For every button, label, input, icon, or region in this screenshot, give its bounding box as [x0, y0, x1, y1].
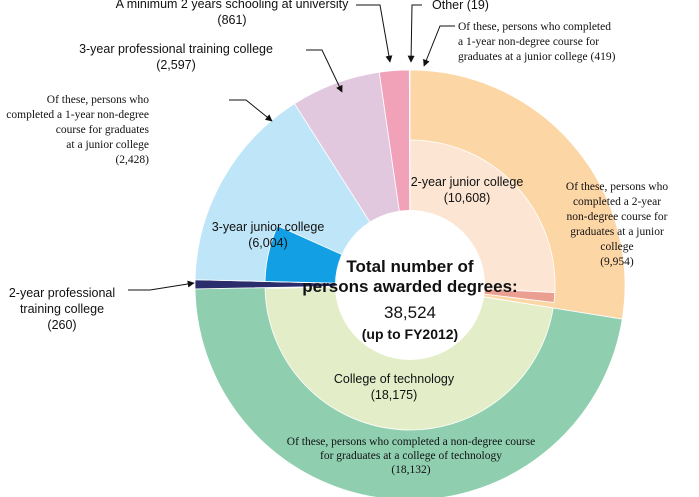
label-jc3-1yr-line: Of these, persons who	[47, 94, 149, 106]
center-total-period: (up to FY2012)	[362, 326, 458, 342]
label-jc3-1yr-line: completed a 1-year non-degree	[6, 109, 149, 121]
leader-univ	[356, 4, 393, 63]
center-total: Total number of persons awarded degrees:…	[302, 257, 517, 342]
label-jc2-2yr-line: Of these, persons who	[566, 181, 668, 193]
center-total-heading: Total number of	[346, 257, 474, 276]
label-tech-line: College of technology	[334, 372, 455, 386]
label-jc3-line: 3-year junior college	[212, 220, 325, 234]
label-ptc2: 2-year professional training college (260)	[9, 286, 115, 332]
center-total-heading-2: persons awarded degrees:	[302, 277, 517, 296]
slice-labels: 2-year junior college (10,608) College of …	[6, 0, 668, 476]
label-jc3-1yr: Of these, persons who completed a 1-year …	[6, 94, 149, 166]
label-jc3-line: (6,004)	[248, 236, 288, 250]
label-jc3-1yr-line: at a junior college	[66, 139, 149, 151]
label-univ-line: A minimum 2 years schooling at universit…	[116, 0, 349, 11]
label-ptc2-line: 2-year professional	[9, 286, 115, 300]
label-jc2-2yr-line: completed a 2-year	[573, 196, 661, 208]
label-tech-sub: Of these, persons who completed a non-de…	[287, 436, 535, 476]
label-jc3: 3-year junior college (6,004)	[212, 220, 325, 250]
label-jc2: 2-year junior college (10,608)	[411, 175, 524, 205]
label-tech-sub-line: (18,132)	[391, 464, 430, 476]
center-total-value: 38,524	[384, 303, 436, 322]
label-jc2-2yr-line: non-degree course for	[567, 211, 668, 223]
label-tech-line: (18,175)	[371, 388, 418, 402]
leader-ptc3	[306, 49, 343, 93]
label-other: Other (19)	[432, 0, 489, 12]
label-univ-line: (861)	[217, 13, 246, 27]
label-jc3-1yr-line: course for graduates	[56, 124, 150, 136]
leader-other	[407, 4, 422, 63]
label-ptc2-line: training college	[20, 302, 104, 316]
label-ptc3: 3-year professional training college (2,5…	[79, 42, 273, 72]
label-ptc3-line: 3-year professional training college	[79, 42, 273, 56]
center-hole	[335, 210, 485, 360]
leader-jc3-1yr	[229, 99, 273, 122]
leader-jc2-1yr	[423, 25, 455, 67]
label-jc2-2yr-line: graduates at a junior	[570, 226, 664, 238]
label-jc2-line: (10,608)	[444, 191, 491, 205]
label-jc2-1yr-line: a 1-year non-degree course for	[458, 36, 599, 48]
label-tech-sub-line: Of these, persons who completed a non-de…	[287, 436, 535, 448]
leader-ptc2	[128, 280, 195, 291]
label-jc2-2yr-line: college	[600, 241, 633, 253]
label-jc2-1yr: Of these, persons who completed a 1-year …	[458, 21, 616, 63]
label-jc2-1yr-line: Of these, persons who completed	[458, 21, 611, 33]
label-jc2-1yr-line: graduates at a junior college (419)	[458, 51, 616, 63]
label-jc2-2yr: Of these, persons who completed a 2-year n…	[566, 181, 668, 268]
label-univ: A minimum 2 years schooling at universit…	[116, 0, 349, 27]
label-jc2-2yr-line: (9,954)	[600, 256, 634, 268]
leader-lines	[128, 4, 455, 291]
label-tech: College of technology (18,175)	[334, 372, 455, 402]
label-ptc2-line: (260)	[47, 318, 76, 332]
label-ptc3-line: (2,597)	[156, 58, 196, 72]
label-other-line: Other (19)	[432, 0, 489, 12]
label-jc3-1yr-line: (2,428)	[115, 154, 149, 166]
label-jc2-line: 2-year junior college	[411, 175, 524, 189]
label-tech-sub-line: for graduates at a college of technology	[320, 450, 502, 462]
